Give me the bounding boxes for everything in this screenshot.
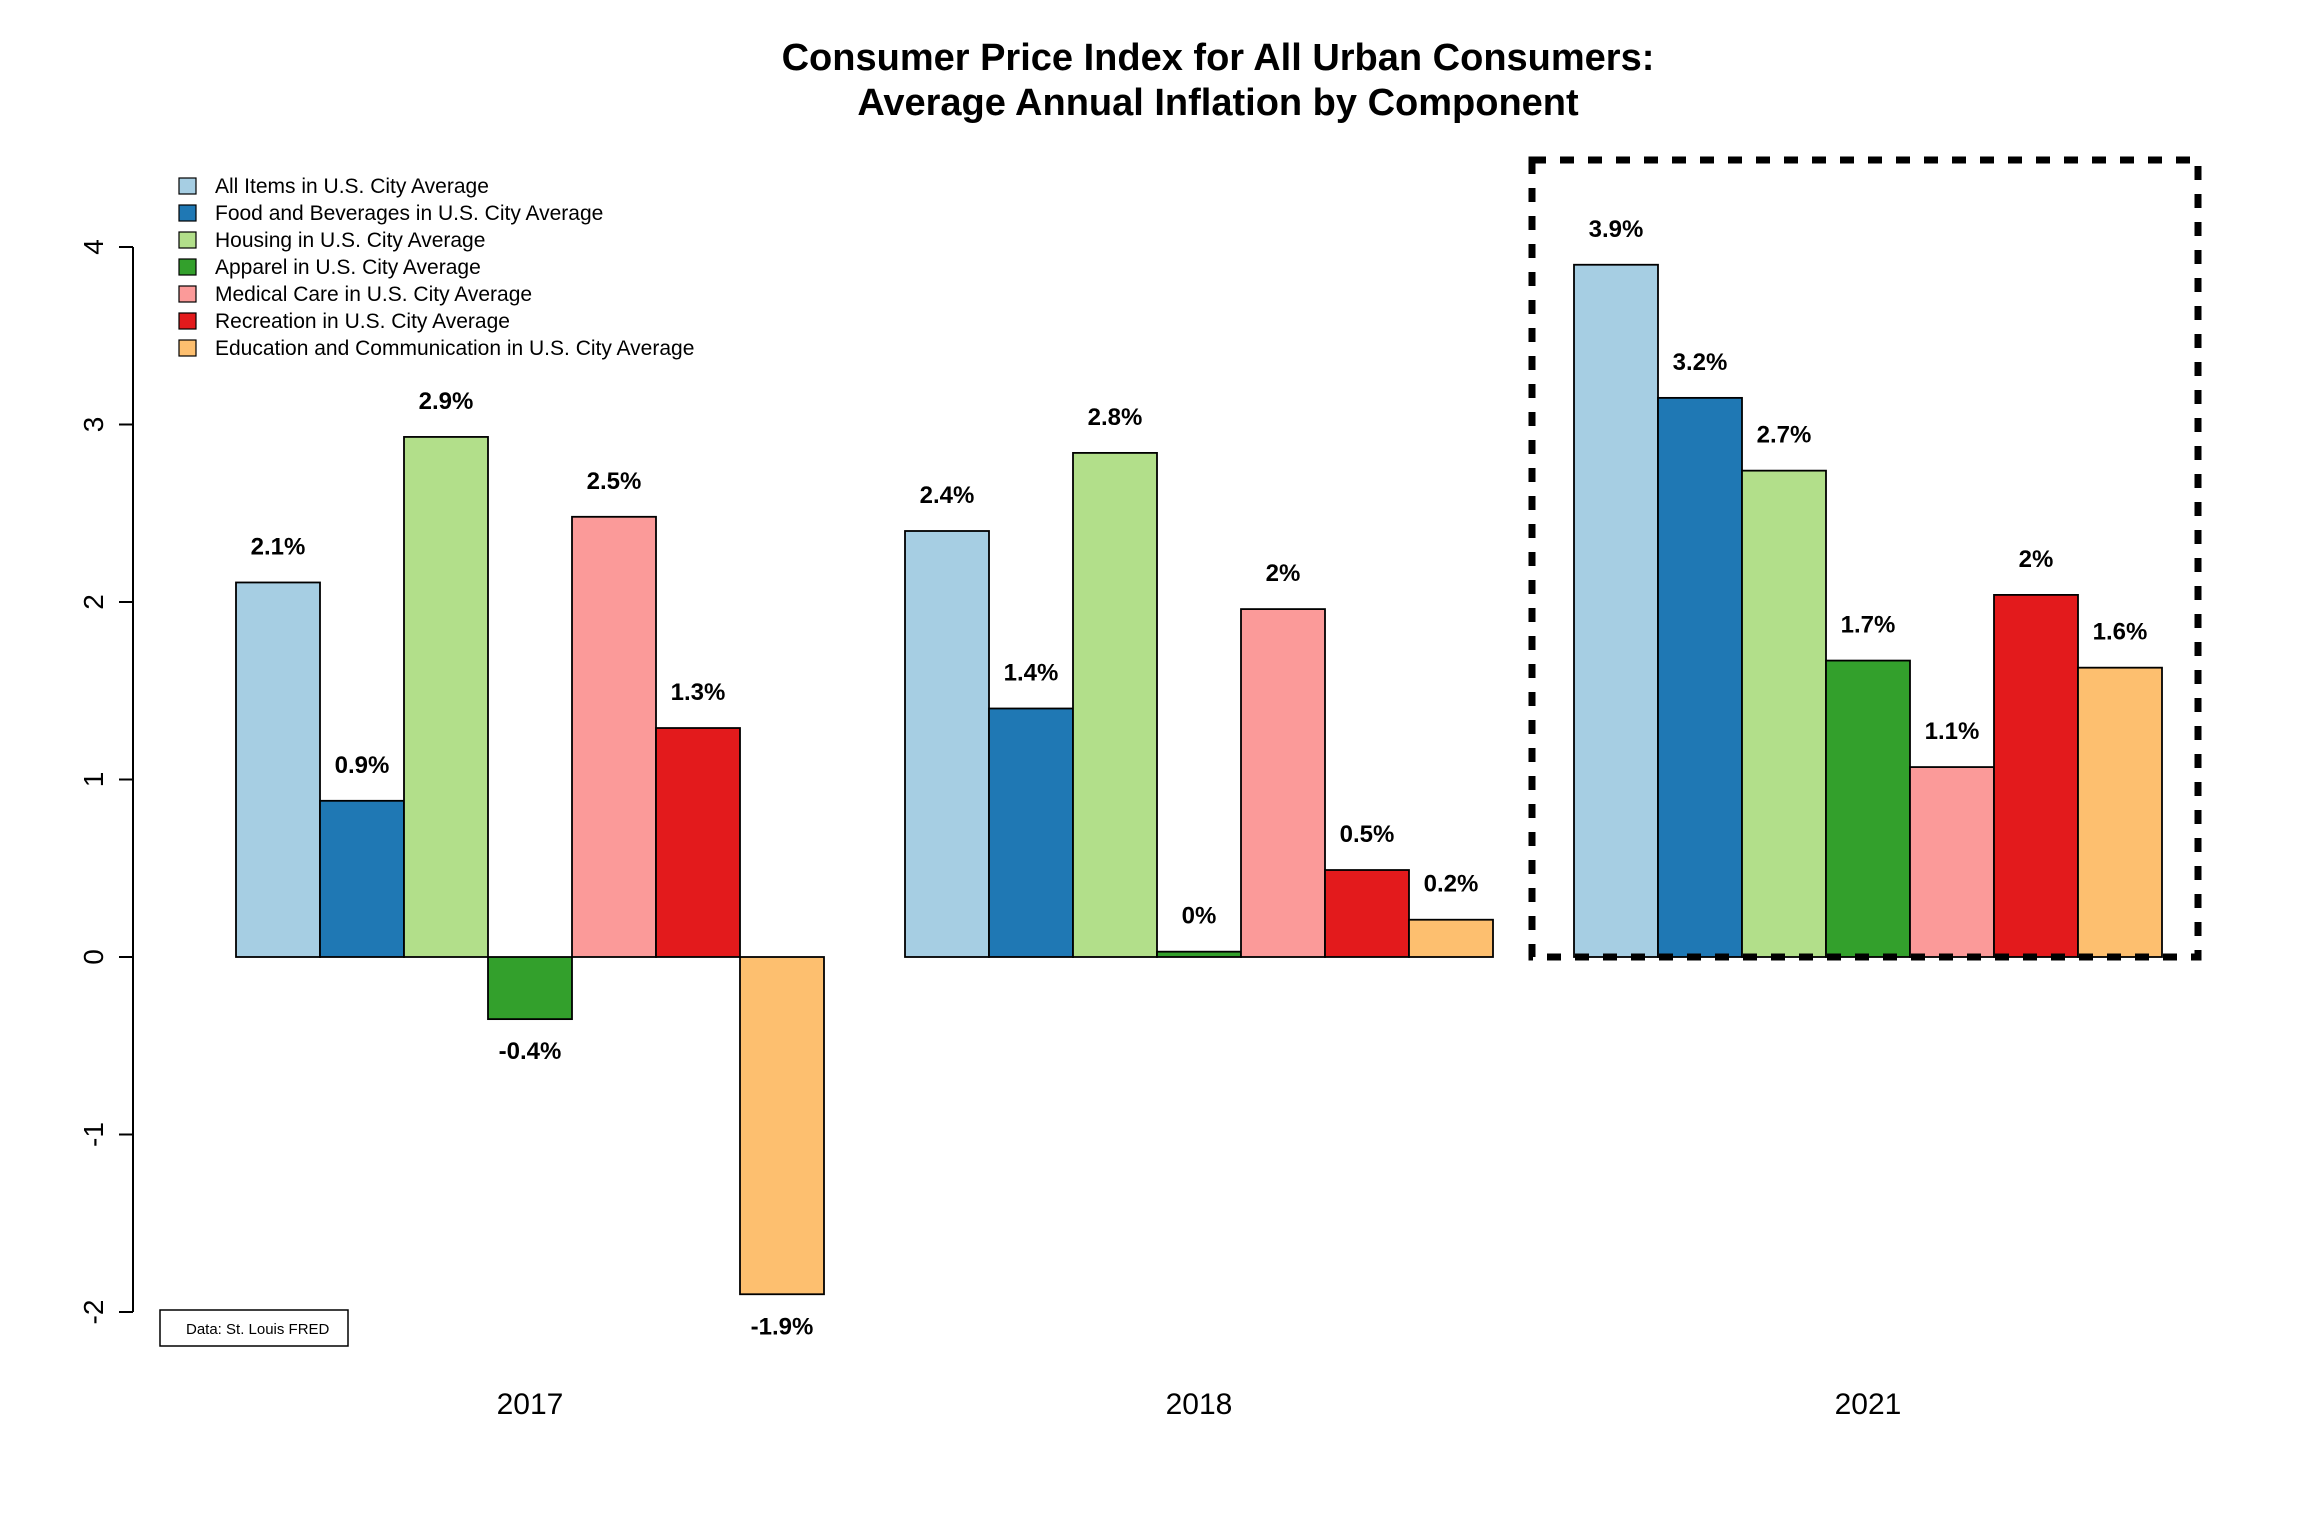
bar — [1909, 766, 1995, 958]
chart-subtitle: Average Annual Inflation by Component — [857, 82, 1579, 124]
data-label: -0.4% — [499, 1038, 562, 1065]
bar — [235, 581, 321, 958]
data-label: 2.1% — [251, 533, 306, 560]
y-tick-label: -1 — [78, 1122, 109, 1147]
category-label: 2017 — [497, 1388, 564, 1421]
bar — [655, 727, 741, 958]
bar — [1573, 263, 1659, 958]
legend-item: Food and Beverages in U.S. City Average — [215, 202, 603, 225]
y-tick-label: 0 — [78, 949, 109, 965]
data-label: 1.3% — [671, 679, 726, 706]
bar — [1408, 918, 1494, 958]
bar — [1657, 396, 1743, 958]
bar — [1993, 594, 2079, 958]
bar — [1240, 608, 1326, 958]
legend-swatch — [178, 204, 197, 222]
highlight-rect — [1528, 156, 2202, 961]
data-label: -1.9% — [751, 1313, 814, 1340]
bar — [571, 515, 657, 958]
data-label: 3.2% — [1673, 349, 1728, 376]
legend-swatch — [178, 258, 197, 276]
data-label: 1.4% — [1004, 660, 1059, 687]
bar — [739, 956, 825, 1296]
y-tick-label: 4 — [78, 239, 109, 255]
legend-item: Housing in U.S. City Average — [215, 229, 485, 252]
source-note: Data: St. Louis FRED — [159, 1309, 349, 1347]
bar — [1825, 659, 1911, 958]
y-tick-label: -2 — [78, 1300, 109, 1325]
data-label: 1.6% — [2093, 619, 2148, 646]
data-labels: 2.1% 0.9% 2.9% -0.4% 2.5% 1.3% -1.9% 2.4% 1.4% 2.… — [251, 216, 2148, 1341]
y-tick-label: 2 — [78, 594, 109, 610]
bar — [1156, 950, 1242, 958]
data-label: 2.9% — [419, 388, 474, 415]
legend-swatch — [178, 177, 197, 195]
chart-title: Consumer Price Index for All Urban Consu… — [782, 37, 1655, 79]
bar — [1072, 451, 1158, 958]
bar — [904, 530, 990, 958]
bar — [403, 436, 489, 958]
data-label: 2% — [2019, 546, 2054, 573]
bar — [319, 799, 405, 958]
data-label: 2.4% — [920, 482, 975, 509]
bar — [1324, 869, 1410, 958]
data-label: 0.5% — [1340, 821, 1395, 848]
data-label: 2.5% — [587, 468, 642, 495]
data-label: 1.1% — [1925, 718, 1980, 745]
bar — [1741, 469, 1827, 958]
legend-swatch — [178, 285, 197, 303]
source-note-text: Data: St. Louis FRED — [186, 1321, 330, 1338]
data-label: 3.9% — [1589, 216, 1644, 243]
highlight-box — [1528, 156, 2202, 961]
bar — [2077, 666, 2163, 958]
category-labels: 2017 2018 2021 — [497, 1388, 1902, 1421]
data-label: 0.2% — [1424, 871, 1479, 898]
legend-swatch — [178, 231, 197, 249]
y-tick-label: 1 — [78, 772, 109, 788]
bar — [487, 956, 573, 1021]
bar — [988, 707, 1074, 958]
legend-item: Apparel in U.S. City Average — [215, 256, 481, 279]
y-tick-label: 3 — [78, 417, 109, 433]
legend-swatch — [178, 312, 197, 330]
data-label: 2.7% — [1757, 422, 1812, 449]
legend: All Items in U.S. City Average Food and B… — [178, 175, 694, 360]
data-label: 0% — [1182, 903, 1217, 930]
category-label: 2018 — [1166, 1388, 1233, 1421]
legend-item: Medical Care in U.S. City Average — [215, 283, 532, 306]
data-label: 0.9% — [335, 752, 390, 779]
data-label: 2.8% — [1088, 404, 1143, 431]
data-label: 2% — [1266, 560, 1301, 587]
legend-item: All Items in U.S. City Average — [215, 175, 489, 198]
bars — [235, 263, 2163, 1296]
category-label: 2021 — [1835, 1388, 1902, 1421]
source-note-box — [159, 1309, 349, 1347]
legend-item: Education and Communication in U.S. City… — [215, 337, 694, 360]
legend-swatch — [178, 339, 197, 357]
data-label: 1.7% — [1841, 612, 1896, 639]
legend-item: Recreation in U.S. City Average — [215, 310, 510, 333]
y-axis: -2 -1 0 1 2 3 4 — [78, 239, 134, 1325]
